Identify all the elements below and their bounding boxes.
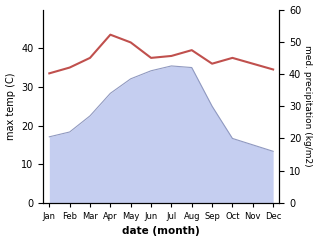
Y-axis label: med. precipitation (kg/m2): med. precipitation (kg/m2) — [303, 45, 313, 167]
X-axis label: date (month): date (month) — [122, 227, 200, 236]
Y-axis label: max temp (C): max temp (C) — [5, 72, 16, 140]
